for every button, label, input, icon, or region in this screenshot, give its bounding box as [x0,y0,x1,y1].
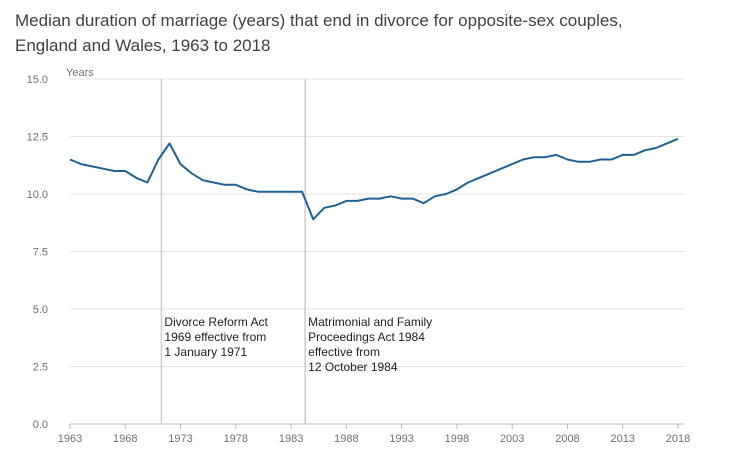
x-tick-label: 1993 [389,433,413,445]
x-tick-label: 2013 [610,433,634,445]
y-tick-label: 7.5 [33,247,48,259]
x-tick-label: 2008 [555,433,579,445]
x-tick-label: 1998 [445,433,469,445]
y-tick-label: 2.5 [33,362,48,374]
y-axis: 0.0 2.5 5.0 7.5 10.0 12.5 15.0 [27,74,48,431]
annotations: Divorce Reform Act 1969 effective from 1 J… [160,79,432,424]
annotation-text-line: 1 January 1971 [164,345,247,359]
y-tick-label: 5.0 [33,304,48,316]
annotation-text-line: Proceedings Act 1984 [308,330,425,344]
annotation-text: Divorce Reform Act 1969 effective from 1 J… [164,315,268,359]
x-tick-label: 1973 [168,433,192,445]
x-tick-label: 2003 [500,433,524,445]
x-tick-label: 1983 [279,433,303,445]
x-tick-label: 1978 [224,433,248,445]
annotation-text-line: Matrimonial and Family [308,315,432,329]
annotation-text-line: 12 October 1984 [308,360,398,374]
y-tick-label: 10.0 [27,189,48,201]
y-tick-label: 0.0 [33,419,48,431]
grid-lines [70,78,684,425]
x-axis: 1963 1968 1973 1978 1983 1988 1993 1998 2003 2008… [58,424,690,445]
annotation-text: Matrimonial and Family Proceedings Act 19… [308,315,432,374]
x-tick-label: 1968 [113,433,137,445]
annotation-text-line: effective from [308,345,380,359]
y-axis-unit-label: Years [66,67,94,79]
series-layer [69,137,679,221]
x-tick-label: 1988 [334,433,358,445]
chart-title: Median duration of marriage (years) that… [15,11,623,55]
y-tick-label: 15.0 [27,74,48,86]
y-tick-label: 12.5 [27,132,48,144]
series-line [69,137,679,221]
annotation-text-line: 1969 effective from [164,330,266,344]
x-tick-label: 2018 [666,433,690,445]
x-tick-label: 1963 [58,433,82,445]
annotation-text-line: Divorce Reform Act [164,315,268,329]
